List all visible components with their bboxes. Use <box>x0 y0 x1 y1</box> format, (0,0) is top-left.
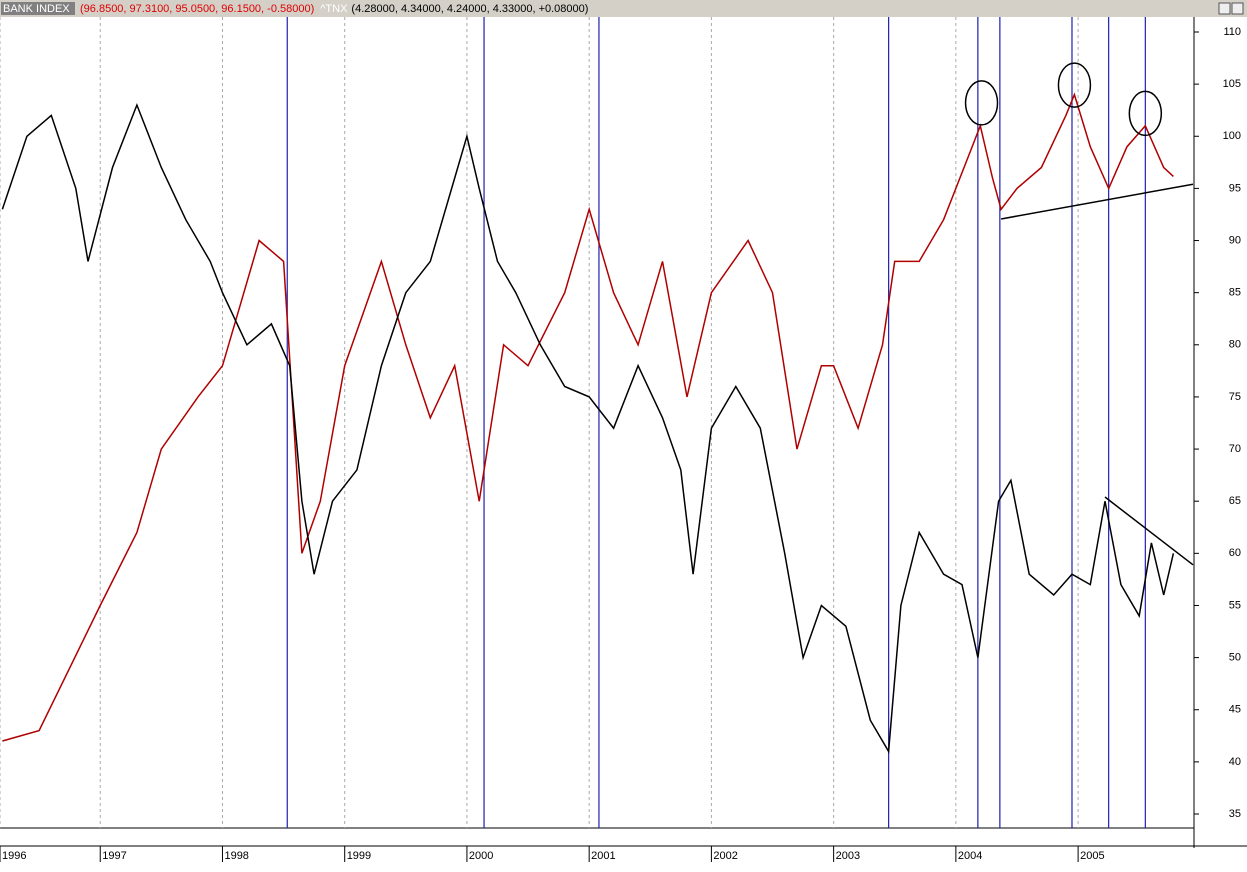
header-name-box <box>1 2 75 15</box>
y-tick-label: 70 <box>1229 443 1241 455</box>
price-line <box>1 102 1175 754</box>
y-tick-label: 60 <box>1229 547 1241 559</box>
x-tick-label: 2004 <box>958 850 982 862</box>
x-tick-label: 2005 <box>1080 850 1104 862</box>
x-tick-label: 2003 <box>836 850 860 862</box>
y-tick-label: 55 <box>1229 599 1241 611</box>
highlight-circle <box>1128 90 1163 137</box>
minimize-button[interactable] <box>1218 2 1231 15</box>
y-tick-label: 45 <box>1229 704 1241 716</box>
y-tick-label: 35 <box>1229 808 1241 820</box>
y-tick-label: 50 <box>1229 652 1241 664</box>
highlight-circle <box>1057 62 1092 108</box>
x-tick-label: 1998 <box>224 850 248 862</box>
y-tick-label: 100 <box>1223 130 1241 142</box>
y-tick-label: 110 <box>1223 26 1241 38</box>
x-tick-label: 1996 <box>2 850 26 862</box>
y-tick-label: 65 <box>1229 495 1241 507</box>
highlight-circle <box>964 80 999 126</box>
header-name: BANK INDEX <box>3 3 70 15</box>
close-button[interactable] <box>1231 2 1244 15</box>
x-tick-label: 2001 <box>591 850 615 862</box>
header-second-name: ^TNX <box>320 3 348 15</box>
trend-line <box>1000 183 1194 220</box>
y-tick-label: 95 <box>1229 182 1241 194</box>
trend-line <box>1104 496 1194 566</box>
x-tick-label: 1999 <box>347 850 371 862</box>
y-tick-label: 80 <box>1229 339 1241 351</box>
x-tick-label: 1997 <box>102 850 126 862</box>
price-line <box>2 92 1174 742</box>
x-tick-label: 2000 <box>469 850 493 862</box>
header-second-values: (4.28000, 4.34000, 4.24000, 4.33000, +0.… <box>351 3 588 15</box>
y-tick-label: 75 <box>1229 391 1241 403</box>
header-values: (96.8500, 97.3100, 95.0500, 96.1500, -0.… <box>80 3 314 15</box>
x-tick-label: 2002 <box>713 850 737 862</box>
y-tick-label: 40 <box>1229 756 1241 768</box>
y-tick-label: 90 <box>1229 234 1241 246</box>
y-tick-label: 85 <box>1229 287 1241 299</box>
y-tick-label: 105 <box>1223 78 1241 90</box>
header-bar <box>0 0 1247 17</box>
